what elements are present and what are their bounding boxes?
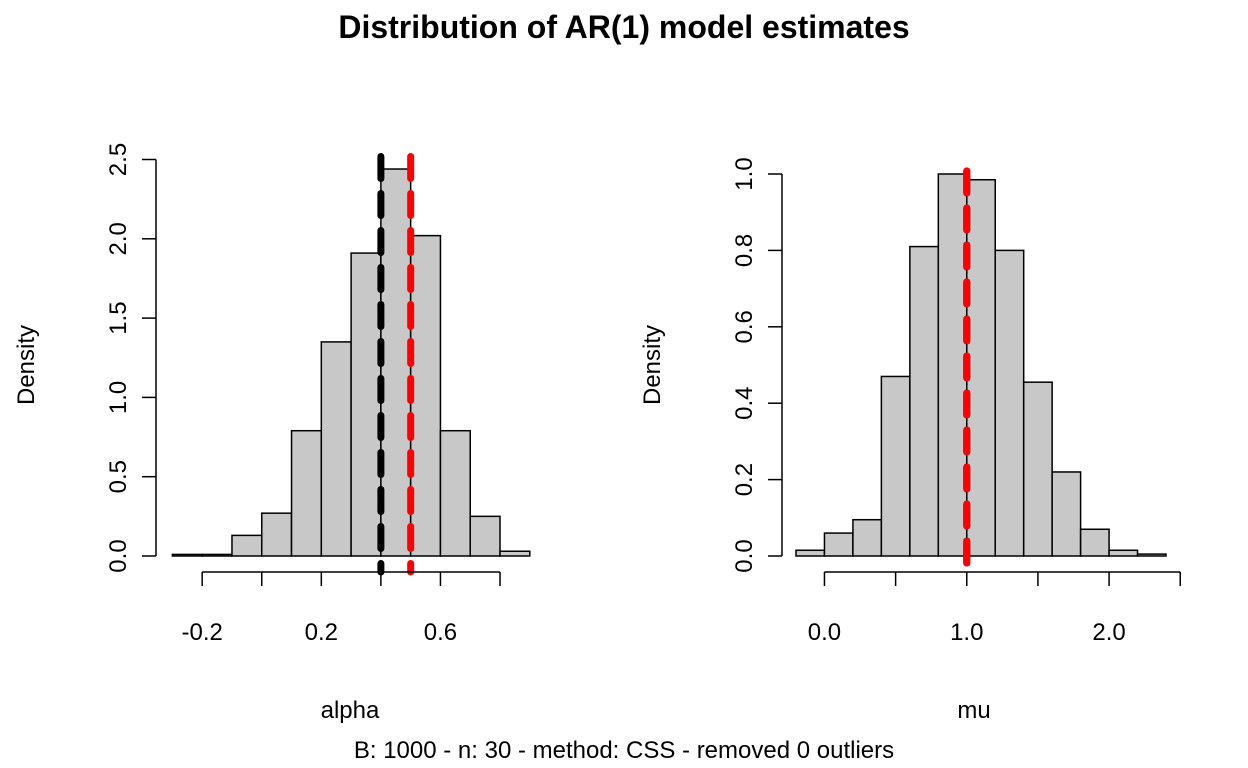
histogram-bar: [880, 375, 911, 557]
x-tick-label: 1.0: [950, 619, 983, 646]
histogram-bar: [1022, 381, 1053, 557]
histogram-bar: [937, 173, 968, 557]
histogram-bar: [350, 252, 382, 557]
x-tick-label: -0.2: [182, 619, 223, 646]
histogram-bar: [439, 429, 471, 557]
histogram-bar: [380, 168, 412, 557]
chart-title: Distribution of AR(1) model estimates: [338, 9, 909, 45]
histogram-bar: [290, 429, 323, 557]
histogram-bar: [994, 249, 1025, 557]
y-axis-label: Density: [639, 325, 666, 405]
histogram-bar: [499, 550, 531, 557]
histogram-bar: [320, 341, 352, 557]
histogram-bar: [1136, 553, 1167, 557]
histogram-bar: [1051, 471, 1082, 557]
y-tick-label: 0.0: [731, 539, 758, 572]
y-tick-label: 2.5: [105, 143, 132, 176]
x-tick-label: 0.0: [808, 619, 841, 646]
y-tick-label: 1.5: [105, 301, 132, 334]
y-tick-label: 1.0: [105, 381, 132, 414]
y-tick-label: 0.0: [105, 539, 132, 572]
x-tick-label: 0.6: [424, 619, 457, 646]
y-tick-label: 0.4: [731, 387, 758, 420]
y-tick-label: 2.0: [105, 222, 132, 255]
x-tick-label: 0.2: [305, 619, 338, 646]
histogram-bar: [966, 178, 996, 557]
mu-histogram-panel: 0.0 0.2 0.4 0.6 0.8 1.0 0.0 1.0 2.0 mu Density: [639, 157, 1181, 724]
histogram-bar: [1079, 528, 1110, 557]
y-tick-label: 1.0: [731, 157, 758, 190]
histogram-bar: [409, 234, 442, 557]
x-axis-label: mu: [957, 697, 990, 724]
y-tick-label: 0.6: [731, 310, 758, 343]
x-tick-label: 2.0: [1092, 619, 1125, 646]
histogram-bar: [795, 549, 826, 557]
histogram-bar: [171, 553, 203, 557]
histogram-bar: [909, 245, 940, 557]
histogram-bar: [201, 553, 233, 557]
x-axis-label: alpha: [321, 697, 380, 724]
histogram-bar: [231, 534, 263, 557]
chart-caption: B: 1000 - n: 30 - method: CSS - removed …: [354, 737, 894, 764]
y-axis-label: Density: [13, 325, 40, 405]
histogram-bar: [852, 518, 883, 557]
histogram-bar: [1108, 549, 1139, 557]
histogram-bar: [469, 515, 501, 557]
histogram-bar: [823, 532, 854, 557]
y-tick-label: 0.5: [105, 460, 132, 493]
y-tick-label: 0.2: [731, 463, 758, 496]
alpha-histogram-panel: 0.0 0.5 1.0 1.5 2.0 2.5 -0.2 0.2 0.6 alpha Density: [13, 143, 531, 724]
y-tick-label: 0.8: [731, 234, 758, 267]
histogram-bar: [261, 512, 293, 557]
